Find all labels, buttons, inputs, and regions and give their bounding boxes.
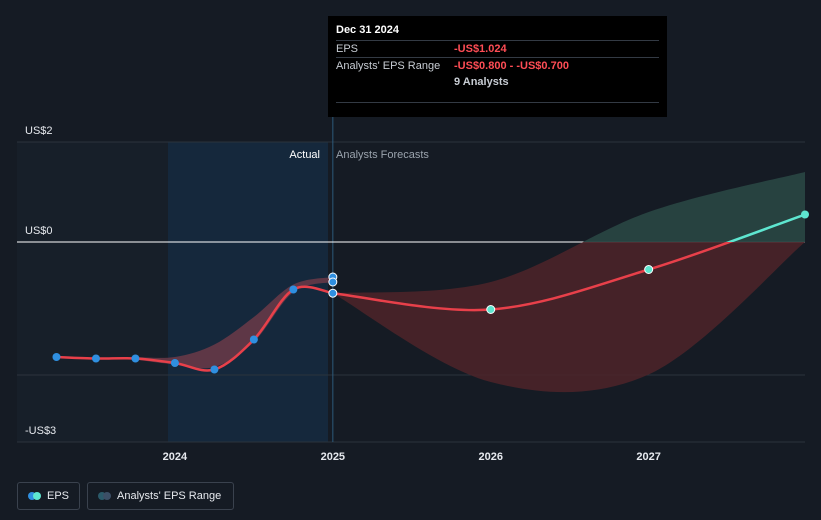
tooltip-date: Dec 31 2024 [336, 24, 399, 36]
eps-forecast-point-2 [644, 265, 654, 274]
eps-legend-icon [28, 492, 41, 500]
y-tick-label: -US$3 [25, 425, 56, 437]
eps-actual-point-0 [52, 353, 61, 361]
eps-lines [56, 213, 805, 372]
eps-actual-point-6 [289, 285, 298, 294]
x-tick-label: 2025 [321, 451, 345, 463]
tooltip: Dec 31 2024 EPS -US$1.024 Analysts' EPS … [328, 16, 667, 117]
y-tick-label: US$0 [25, 225, 53, 237]
x-tick-label: 2024 [163, 451, 188, 463]
forecast-region-label: Analysts Forecasts [336, 149, 429, 161]
tooltip-eps-label: EPS [336, 43, 359, 55]
eps-forecast-line-negative [332, 242, 734, 312]
eps-points [52, 210, 809, 374]
tooltip-range-row: Analysts' EPS Range -US$0.800 - -US$0.70… [336, 57, 659, 74]
x-tick-label: 2027 [636, 451, 660, 463]
y-tick-label: US$2 [25, 125, 53, 137]
actual-region-label: Actual [289, 149, 320, 161]
eps-actual-point-3 [170, 359, 179, 367]
legend-range-label: Analysts' EPS Range [117, 490, 222, 502]
legend-eps-button[interactable]: EPS [17, 482, 80, 510]
forecast-range-band-positive [583, 172, 805, 242]
eps-forecast-line-positive [726, 213, 805, 242]
tooltip-range-value: -US$0.800 - -US$0.700 [454, 60, 569, 72]
legend-range-button[interactable]: Analysts' EPS Range [87, 482, 234, 510]
x-tick-label: 2026 [479, 451, 503, 463]
eps-actual-line [56, 285, 334, 372]
tooltip-eps-value: -US$1.024 [454, 43, 507, 55]
tooltip-eps-row: EPS -US$1.024 [336, 40, 659, 57]
eps-forecast-point-1 [486, 305, 496, 314]
legend-eps-label: EPS [47, 490, 70, 502]
forecast-range-band-negative [332, 242, 805, 393]
axis-labels: US$2 US$0 -US$3 2024 2025 2026 2027 Actual Analy… [25, 125, 661, 463]
eps-actual-point-4 [210, 365, 219, 374]
tooltip-analysts: 9 Analysts [454, 76, 509, 88]
eps-actual-point-2 [131, 354, 140, 363]
eps-actual-point-1 [91, 354, 100, 363]
tooltip-range-label: Analysts' EPS Range [336, 60, 441, 72]
eps-actual-point-7 [328, 288, 338, 298]
tooltip-analysts-row: 9 Analysts [336, 74, 659, 103]
analyst-point-1 [328, 277, 338, 287]
eps-point-end [801, 210, 809, 219]
actual-shade [168, 142, 328, 442]
eps-actual-point-5 [249, 335, 258, 344]
range-legend-icon [98, 492, 111, 500]
